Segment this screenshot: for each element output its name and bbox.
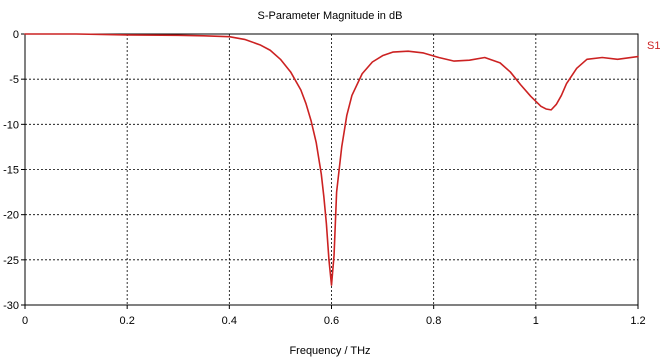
x-tick-label-4: 0.8 bbox=[426, 315, 441, 327]
y-tick-label-4: -20 bbox=[3, 210, 19, 222]
x-tick-label-1: 0.2 bbox=[120, 315, 135, 327]
x-tick-label-3: 0.6 bbox=[324, 315, 339, 327]
y-tick-label-1: -5 bbox=[9, 74, 19, 86]
plot-frame bbox=[24, 33, 639, 306]
grid-layer bbox=[25, 34, 638, 305]
tick-label-layer: 0 0.2 0.4 0.6 0.8 1 1.2 0 -5 -10 -15 -20 -25 -30 bbox=[3, 29, 646, 327]
chart-title: S-Parameter Magnitude in dB bbox=[258, 10, 403, 22]
x-axis-label: Frequency / THz bbox=[289, 345, 370, 357]
x-tick-label-5: 1 bbox=[533, 315, 539, 327]
y-tick-label-2: -10 bbox=[3, 119, 19, 131]
x-tick-label-2: 0.4 bbox=[222, 315, 237, 327]
y-tick-label-3: -15 bbox=[3, 165, 19, 177]
series-line-s1 bbox=[24, 33, 639, 286]
x-tick-label-0: 0 bbox=[22, 315, 28, 327]
series-label-s1: S1 bbox=[647, 40, 660, 52]
y-tick-label-6: -30 bbox=[3, 300, 19, 312]
x-tick-label-6: 1.2 bbox=[630, 315, 645, 327]
y-tick-label-5: -25 bbox=[3, 255, 19, 267]
y-tick-label-0: 0 bbox=[13, 29, 19, 41]
series-layer: S1 bbox=[24, 33, 660, 286]
